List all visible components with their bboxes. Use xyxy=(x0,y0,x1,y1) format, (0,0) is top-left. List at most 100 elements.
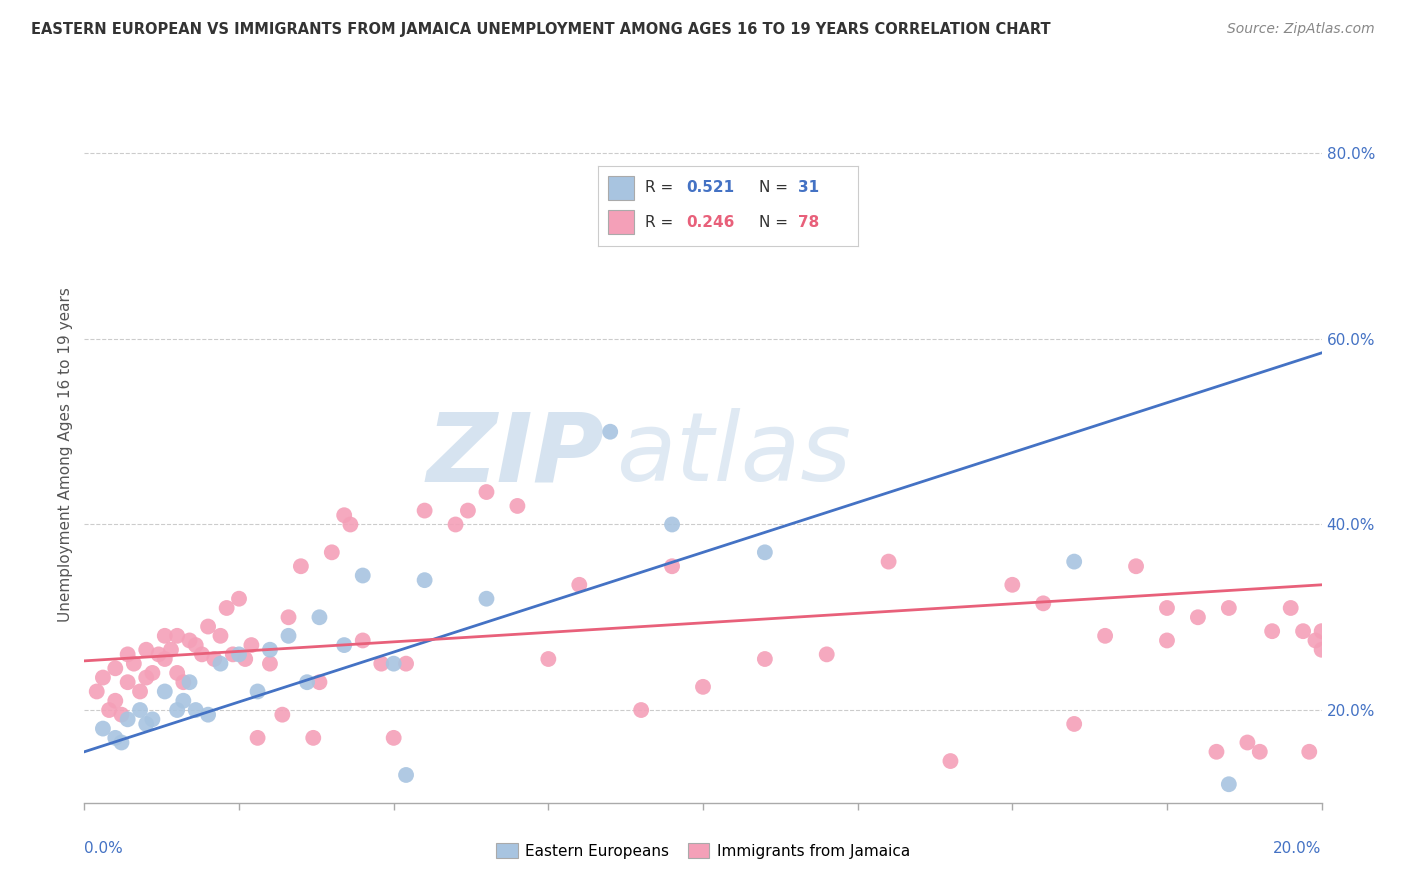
Point xyxy=(382,657,405,671)
Point xyxy=(352,633,374,648)
Point xyxy=(135,642,157,657)
Point xyxy=(506,499,529,513)
Point xyxy=(1094,629,1116,643)
Point xyxy=(321,545,343,559)
Point xyxy=(277,629,299,643)
Point xyxy=(153,652,176,666)
Point xyxy=(228,591,250,606)
Point xyxy=(877,555,900,569)
Point xyxy=(104,694,127,708)
Point xyxy=(1249,745,1271,759)
Point xyxy=(110,707,132,722)
Point xyxy=(153,629,176,643)
Point xyxy=(1205,745,1227,759)
Point xyxy=(179,675,201,690)
Point xyxy=(91,671,114,685)
Text: 78: 78 xyxy=(797,215,820,229)
Point xyxy=(1310,642,1333,657)
Point xyxy=(1279,601,1302,615)
Point xyxy=(184,703,207,717)
Point xyxy=(209,629,232,643)
Text: R =: R = xyxy=(644,180,678,195)
Point xyxy=(166,629,188,643)
Point xyxy=(413,573,436,587)
Bar xyxy=(609,176,634,200)
Point xyxy=(166,703,188,717)
Legend: Eastern Europeans, Immigrants from Jamaica: Eastern Europeans, Immigrants from Jamai… xyxy=(491,837,915,864)
Text: 0.0%: 0.0% xyxy=(84,841,124,856)
Point xyxy=(129,703,152,717)
Text: 0.246: 0.246 xyxy=(686,215,734,229)
Point xyxy=(141,665,163,680)
Point xyxy=(295,675,318,690)
Point xyxy=(122,657,145,671)
Text: 31: 31 xyxy=(797,180,820,195)
Point xyxy=(939,754,962,768)
Point xyxy=(1236,735,1258,749)
Point xyxy=(661,517,683,532)
Point xyxy=(259,642,281,657)
Point xyxy=(135,671,157,685)
Point xyxy=(568,578,591,592)
Point xyxy=(233,652,256,666)
Point xyxy=(104,731,127,745)
Text: atlas: atlas xyxy=(616,409,852,501)
Point xyxy=(395,657,418,671)
Point xyxy=(1218,777,1240,791)
Point xyxy=(117,648,139,662)
Point xyxy=(370,657,392,671)
Point xyxy=(98,703,121,717)
Point xyxy=(1063,555,1085,569)
Point xyxy=(110,735,132,749)
Point xyxy=(240,638,263,652)
Point xyxy=(222,648,245,662)
Point xyxy=(215,601,238,615)
Point xyxy=(537,652,560,666)
Point xyxy=(246,731,269,745)
Point xyxy=(308,610,330,624)
Point xyxy=(339,517,361,532)
Point xyxy=(754,545,776,559)
Point xyxy=(117,712,139,726)
Text: N =: N = xyxy=(759,180,793,195)
Point xyxy=(246,684,269,698)
Point xyxy=(1156,633,1178,648)
Point xyxy=(271,707,294,722)
Text: R =: R = xyxy=(644,215,678,229)
Point xyxy=(135,717,157,731)
Point xyxy=(1292,624,1315,639)
Point xyxy=(457,503,479,517)
Point xyxy=(599,425,621,439)
Point xyxy=(141,712,163,726)
Text: EASTERN EUROPEAN VS IMMIGRANTS FROM JAMAICA UNEMPLOYMENT AMONG AGES 16 TO 19 YEA: EASTERN EUROPEAN VS IMMIGRANTS FROM JAMA… xyxy=(31,22,1050,37)
Point xyxy=(290,559,312,574)
Point xyxy=(91,722,114,736)
Point xyxy=(153,684,176,698)
Point xyxy=(129,684,152,698)
Point xyxy=(630,703,652,717)
Point xyxy=(197,619,219,633)
Point xyxy=(1187,610,1209,624)
Point xyxy=(352,568,374,582)
Point xyxy=(179,633,201,648)
Point xyxy=(754,652,776,666)
Point xyxy=(277,610,299,624)
Point xyxy=(308,675,330,690)
Point xyxy=(117,675,139,690)
Point xyxy=(692,680,714,694)
Point xyxy=(302,731,325,745)
Point xyxy=(395,768,418,782)
Point xyxy=(228,648,250,662)
Point xyxy=(382,731,405,745)
Y-axis label: Unemployment Among Ages 16 to 19 years: Unemployment Among Ages 16 to 19 years xyxy=(58,287,73,623)
Point xyxy=(259,657,281,671)
Point xyxy=(475,485,498,500)
Point xyxy=(172,675,194,690)
Point xyxy=(1305,633,1327,648)
Point xyxy=(209,657,232,671)
Text: 0.521: 0.521 xyxy=(686,180,734,195)
Point xyxy=(104,661,127,675)
Point xyxy=(1218,601,1240,615)
Point xyxy=(475,591,498,606)
Point xyxy=(191,648,214,662)
